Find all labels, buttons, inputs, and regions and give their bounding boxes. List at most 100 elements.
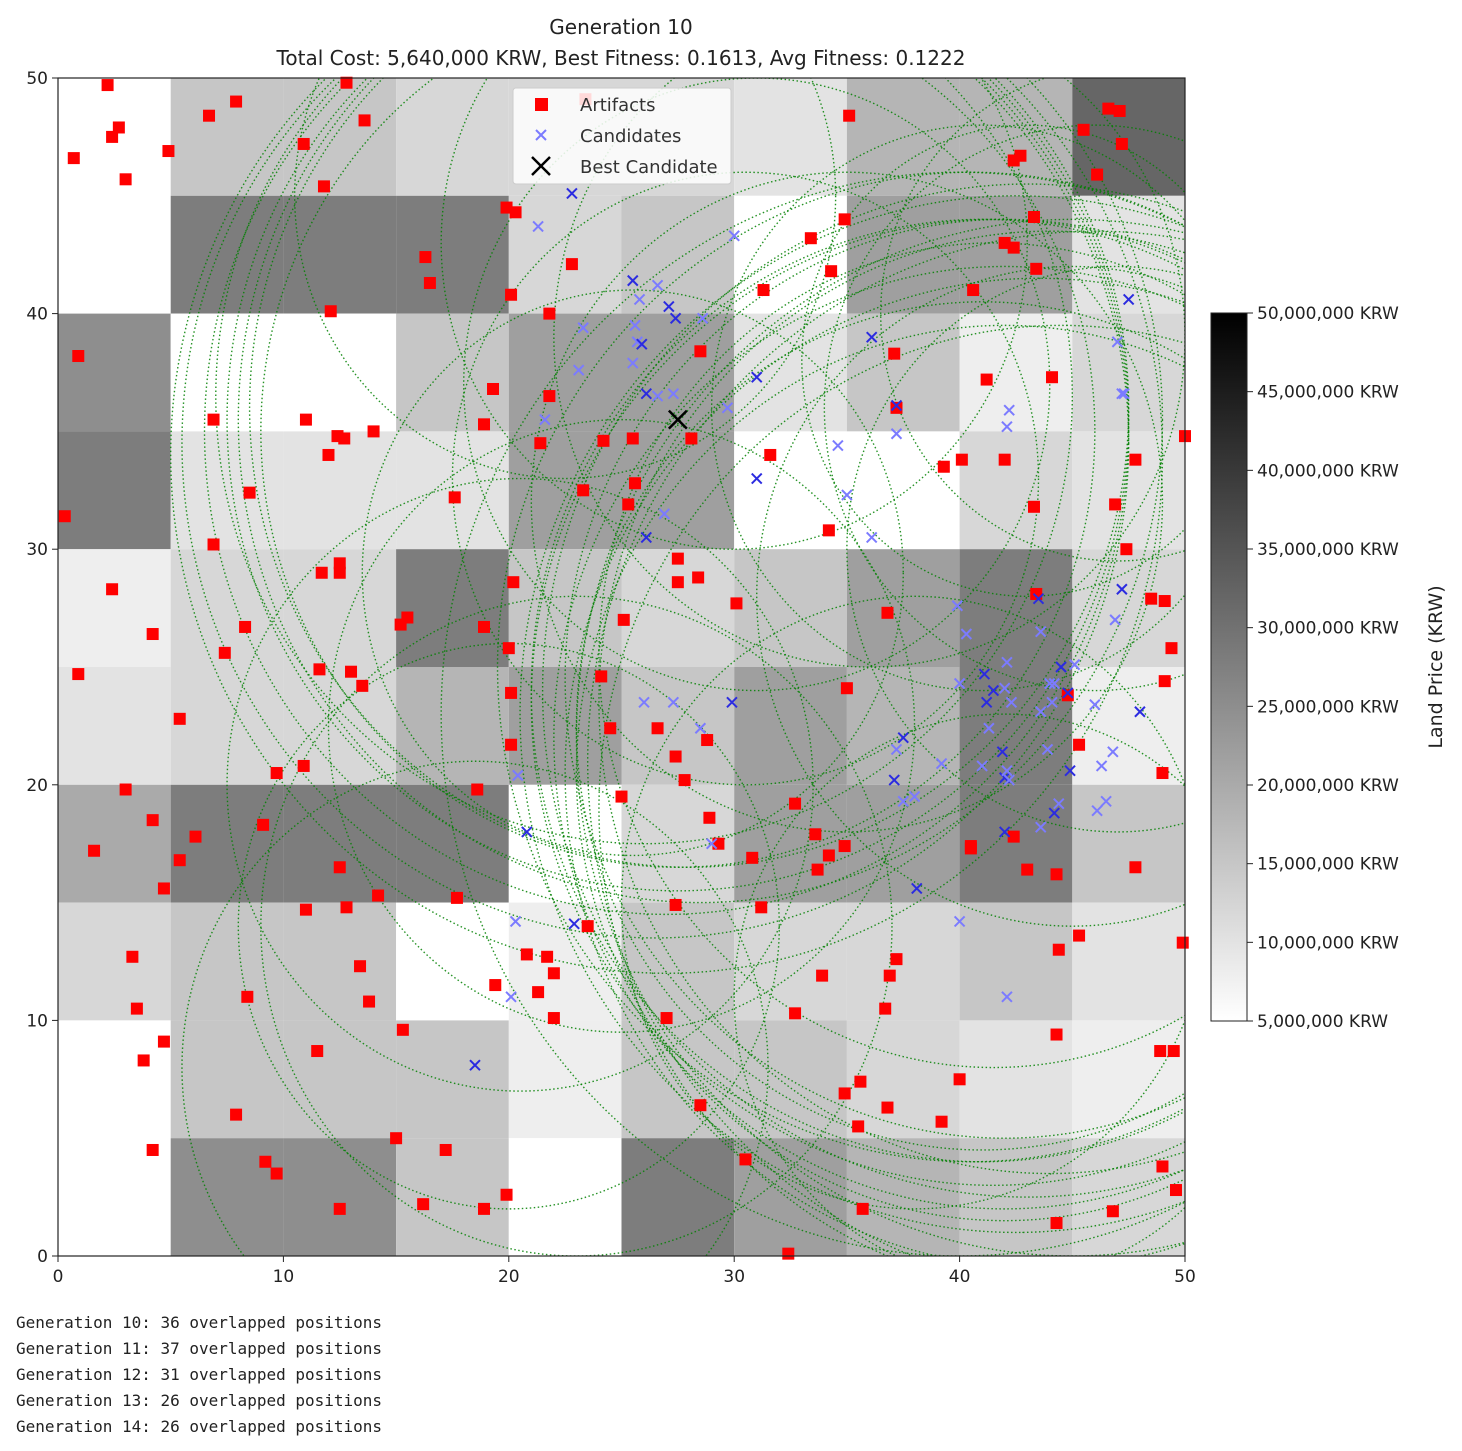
artifact-marker [358,114,371,127]
artifact-marker [694,345,707,358]
artifact-marker [315,566,328,579]
candidate-marker [976,760,988,772]
heatmap-cell [959,902,1073,1021]
y-tick-label: 50 [26,69,48,89]
artifact-marker [390,1132,403,1145]
x-tick-label: 50 [1174,1267,1196,1287]
artifact-marker [809,828,822,841]
artifact-marker [500,201,513,214]
legend: Artifacts Candidates Best Candidate [512,87,732,185]
artifact-marker [622,498,635,511]
artifact-marker [333,861,346,874]
heatmap-cell [508,431,622,550]
heatmap-cell [396,78,509,196]
artifact-marker [207,538,220,551]
console-line: Generation 10: 36 overlapped positions [16,1313,383,1332]
artifact-marker [1154,1045,1167,1058]
artifact-marker [980,373,993,386]
heatmap-cell [621,1020,735,1139]
axes: 0 10 20 30 40 50 0 10 20 30 40 50 [26,69,1195,1287]
artifact-marker [1027,500,1040,513]
artifact-marker [450,891,463,904]
plot-frame [57,77,1186,1257]
heatmap-cell [1072,431,1185,550]
artifact-marker [789,797,802,810]
coverage-circle [756,265,1185,927]
candidate-marker [1048,677,1060,690]
x-tick-label: 10 [273,1267,295,1287]
colorbar-tick-label: 50,000,000 KRW [1257,304,1399,324]
heatmap-cell [283,1138,397,1256]
candidate-marker [1116,583,1128,595]
coverage-circles [170,78,1185,1256]
heatmap-cell [846,1138,960,1256]
candidate-marker [721,402,734,414]
artifact-marker [1050,1028,1063,1041]
artifact-marker [119,783,132,796]
artifact-marker [757,284,770,297]
artifact-marker [471,783,484,796]
artifact-marker [1050,868,1063,881]
candidate-marker [1100,795,1112,807]
artifact-marker [967,284,980,297]
artifact-marker [423,276,436,289]
artifact-marker [879,1002,892,1015]
candidate-marker [1064,764,1076,777]
legend-artifacts-label: Artifacts [580,95,655,116]
heatmap-cell [170,431,284,550]
artifact-marker [935,1115,948,1128]
candidate-marker [1095,760,1108,772]
heatmap-cell [58,667,171,785]
artifact-marker [520,948,533,961]
heatmap-cell [283,195,397,314]
candidate-marker [469,1059,481,1071]
artifact-marker [146,1143,159,1156]
heatmap-cell [396,549,509,667]
heatmap-cell [734,78,847,196]
heatmap-cell [396,902,509,1021]
artifact-marker [881,606,894,619]
artifact-marker [822,849,835,862]
heatmap-cell [396,1138,509,1256]
artifact-marker [487,382,500,395]
artifact-marker [822,524,835,537]
artifact-marker [345,665,358,678]
x-tick-label: 40 [949,1267,971,1287]
artifact-marker [72,350,85,363]
artifact-marker [532,986,545,999]
artifact-marker [173,854,186,867]
coverage-circle [530,218,1185,1186]
candidate-marker [512,769,524,782]
artifact-marker [534,437,547,450]
artifact-marker [1030,587,1043,600]
legend-artifacts-swatch [535,98,548,111]
heatmap-cell [170,78,284,196]
candidate-marker [627,357,639,369]
artifact-marker [998,453,1011,466]
coverage-circle [463,78,1051,692]
candidate-marker [577,322,589,334]
coverage-circle [575,218,1185,1256]
artifact-marker [565,258,578,271]
heatmap-cell [1072,1020,1185,1139]
candidate-marker [651,390,664,402]
candidate-marker [888,774,900,786]
artifact-marker [489,979,502,992]
artifact-marker [1027,211,1040,224]
artifact-marker [615,790,628,803]
artifact-marker [597,434,610,447]
artifact-marker [838,840,851,853]
candidate-marker [1035,821,1047,833]
artifact-marker [604,722,617,735]
candidate-marker [1122,293,1135,306]
heatmap-cell [283,1020,397,1139]
artifact-marker [1050,1217,1063,1230]
artifact-marker [890,953,903,966]
heatmap-cell [846,902,960,1021]
candidate-marker [728,230,740,242]
artifact-marker [852,1120,865,1133]
artifact-marker [703,811,716,824]
heatmap-cell [170,784,284,903]
artifact-marker [439,1143,452,1156]
artifact-marker [299,413,312,426]
